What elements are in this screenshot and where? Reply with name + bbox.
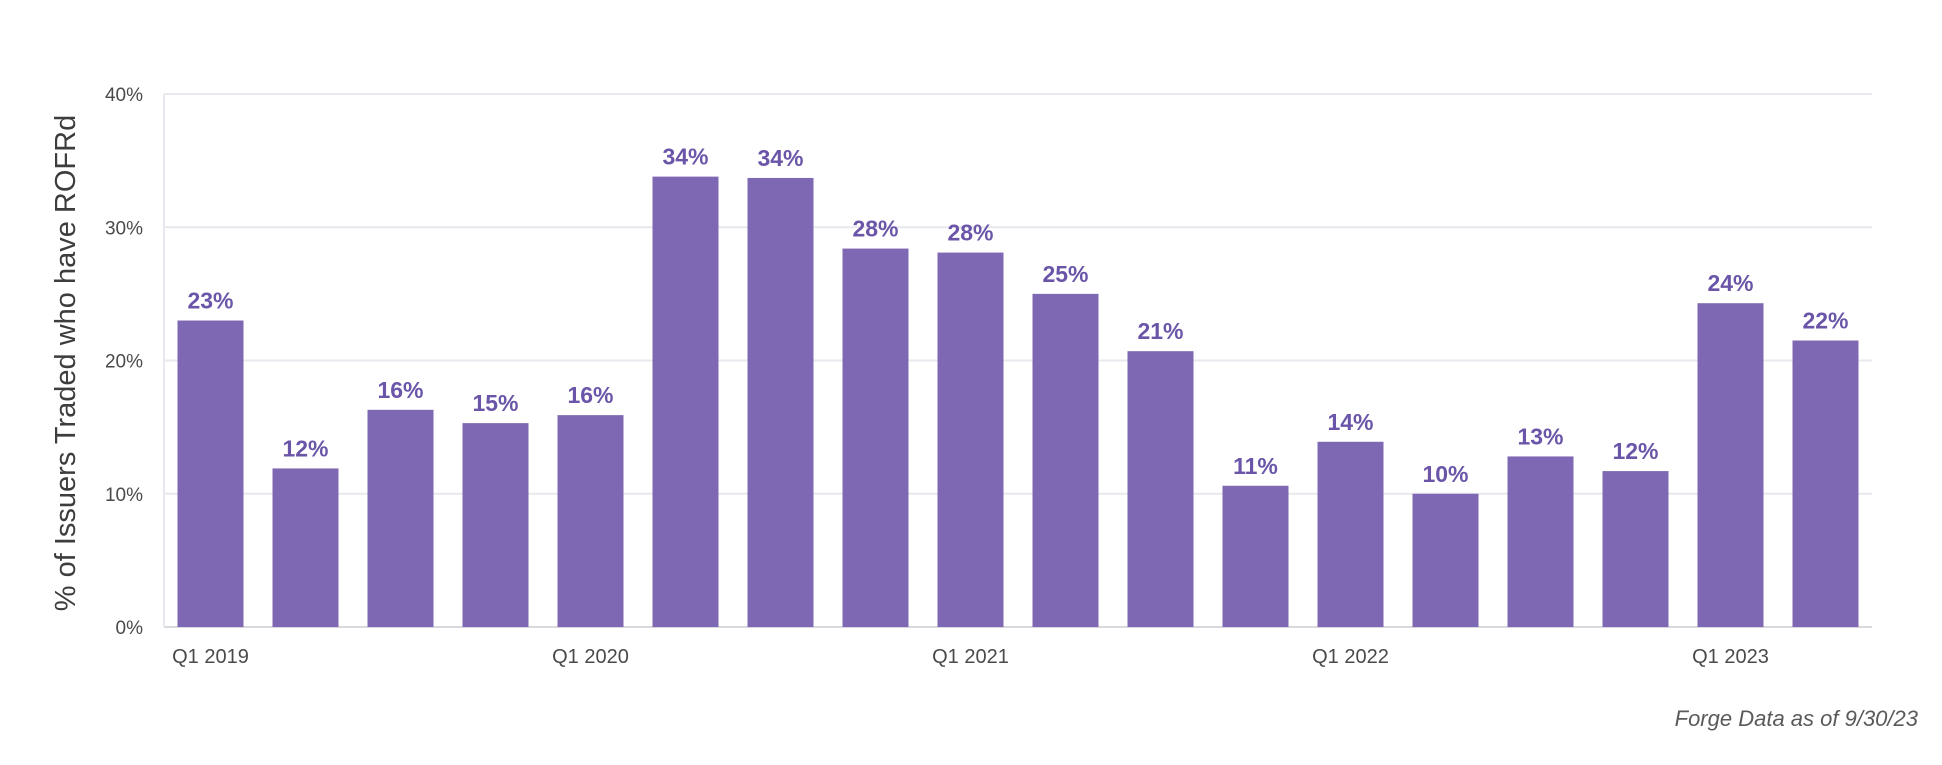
data-label: 11% <box>1233 453 1278 479</box>
bar <box>1032 293 1099 627</box>
bar <box>272 468 339 627</box>
data-label: 22% <box>1802 308 1848 334</box>
bar <box>1317 441 1384 627</box>
x-axis-ticks: Q1 2019 Q1 2020 Q1 2021 Q1 2022 Q1 2023 <box>172 646 1769 668</box>
bar <box>1697 303 1764 627</box>
y-tick-label: 0% <box>116 618 144 639</box>
bar <box>937 252 1004 627</box>
y-tick-label: 20% <box>105 352 143 373</box>
data-label: 12% <box>282 435 328 461</box>
x-tick-label: Q1 2023 <box>1692 646 1769 668</box>
bar <box>1602 471 1669 627</box>
data-label: 23% <box>187 288 233 314</box>
data-label: 10% <box>1422 461 1468 487</box>
bar <box>557 415 624 627</box>
data-labels: 23% 12% 16% 15% 16% 34% 34% 28% 28% 25% 21% 11% 14% 1… <box>187 144 1848 487</box>
data-label: 34% <box>662 144 708 170</box>
bar <box>842 248 909 627</box>
bars <box>177 176 1859 628</box>
y-axis-title: % of Issuers Traded who have ROFRd <box>50 115 82 611</box>
y-axis-ticks: 0% 10% 20% 30% 40% <box>105 85 143 639</box>
bar <box>177 320 244 627</box>
bar <box>652 176 719 628</box>
x-tick-label: Q1 2019 <box>172 646 249 668</box>
bar <box>462 423 529 627</box>
data-label: 14% <box>1327 409 1373 435</box>
x-tick-label: Q1 2020 <box>552 646 629 668</box>
data-label: 25% <box>1042 261 1088 287</box>
x-tick-label: Q1 2021 <box>932 646 1009 668</box>
data-label: 16% <box>377 377 423 403</box>
data-label: 12% <box>1612 438 1658 464</box>
bar <box>1792 340 1859 627</box>
bar <box>367 409 434 627</box>
data-label: 21% <box>1137 318 1183 344</box>
bar <box>1222 485 1289 627</box>
data-label: 24% <box>1707 270 1753 296</box>
x-tick-label: Q1 2022 <box>1312 646 1389 668</box>
bar <box>747 177 814 627</box>
gridlines <box>163 93 1872 628</box>
y-tick-label: 10% <box>105 485 143 506</box>
bar <box>1127 351 1194 627</box>
data-label: 34% <box>757 145 803 171</box>
data-label: 16% <box>567 382 613 408</box>
source-note: Forge Data as of 9/30/23 <box>1674 706 1918 731</box>
data-label: 15% <box>472 390 518 416</box>
data-label: 28% <box>947 220 993 246</box>
data-label: 13% <box>1517 423 1563 449</box>
y-tick-label: 40% <box>105 85 143 106</box>
bar <box>1412 493 1479 627</box>
data-label: 28% <box>852 216 898 242</box>
bar <box>1507 456 1574 627</box>
y-tick-label: 30% <box>105 218 143 239</box>
